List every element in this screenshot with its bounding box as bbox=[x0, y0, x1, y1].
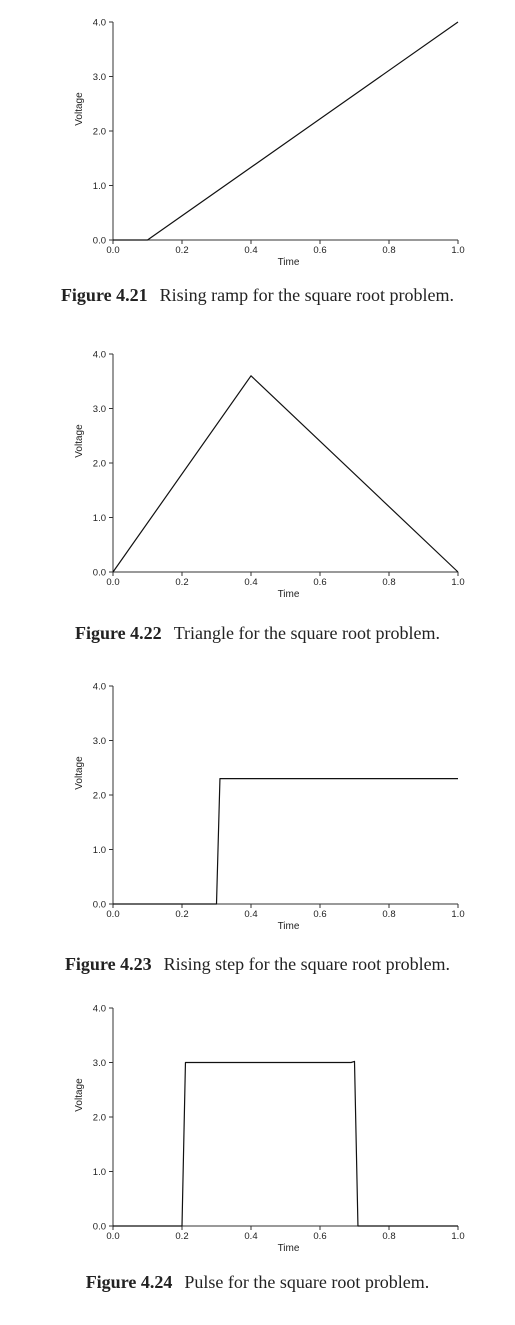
x-tick-label: 0.6 bbox=[313, 245, 326, 256]
x-tick-label: 1.0 bbox=[451, 909, 464, 920]
x-tick-label: 0.8 bbox=[382, 1231, 395, 1242]
caption-text: Triangle for the square root problem. bbox=[173, 623, 440, 643]
y-axis-label: Voltage bbox=[74, 1078, 85, 1112]
x-axis-label: Time bbox=[278, 1243, 300, 1254]
y-tick-label: 1.0 bbox=[93, 513, 106, 524]
y-tick-label: 4.0 bbox=[93, 1004, 106, 1015]
figure-caption: Figure 4.22 Triangle for the square root … bbox=[0, 623, 515, 644]
y-tick-label: 2.0 bbox=[93, 127, 106, 138]
voltage-series-line bbox=[113, 21, 459, 241]
y-tick-label: 3.0 bbox=[93, 736, 106, 747]
x-tick-label: 0.0 bbox=[106, 909, 119, 920]
y-tick-label: 4.0 bbox=[93, 18, 106, 29]
x-tick-label: 0.6 bbox=[313, 577, 326, 588]
x-tick-label: 1.0 bbox=[451, 245, 464, 256]
y-tick-label: 1.0 bbox=[93, 1167, 106, 1178]
pulse-chart: 0.0 1.0 2.0 3.0 4.0 0.0 0.2 0.4 0.6 0.8 1.0 Time Vol… bbox=[74, 1004, 465, 1255]
voltage-series-line bbox=[113, 778, 458, 905]
figure-4-21: 0.0 1.0 2.0 3.0 4.0 0.0 0.2 0.4 0.6 0.8 1.0 Time Vol… bbox=[0, 0, 515, 330]
x-tick-label: 0.4 bbox=[244, 909, 257, 920]
y-tick-label: 3.0 bbox=[93, 1058, 106, 1069]
figure-number: Figure 4.23 bbox=[64, 954, 152, 974]
voltage-series-line bbox=[113, 1060, 458, 1227]
x-tick-label: 0.6 bbox=[313, 909, 326, 920]
x-tick-label: 0.4 bbox=[244, 245, 257, 256]
caption-text: Rising step for the square root problem. bbox=[163, 954, 451, 974]
y-tick-label: 4.0 bbox=[93, 682, 106, 693]
x-axis-label: Time bbox=[278, 589, 300, 600]
x-tick-label: 0.4 bbox=[244, 577, 257, 588]
triangle-chart: 0.0 1.0 2.0 3.0 4.0 0.0 0.2 0.4 0.6 0.8 1.0 Time Vol… bbox=[74, 350, 465, 601]
x-tick-label: 1.0 bbox=[451, 577, 464, 588]
figure-4-22: 0.0 1.0 2.0 3.0 4.0 0.0 0.2 0.4 0.6 0.8 1.0 Time Vol… bbox=[0, 332, 515, 662]
x-tick-label: 1.0 bbox=[451, 1231, 464, 1242]
y-tick-label: 1.0 bbox=[93, 845, 106, 856]
figure-caption: Figure 4.23 Rising step for the square ro… bbox=[0, 954, 515, 975]
x-tick-label: 0.8 bbox=[382, 909, 395, 920]
figure-number: Figure 4.21 bbox=[60, 285, 148, 305]
y-axis-label: Voltage bbox=[74, 424, 85, 458]
figure-caption: Figure 4.21 Rising ramp for the square ro… bbox=[0, 285, 515, 306]
y-axis-label: Voltage bbox=[74, 756, 85, 790]
x-tick-label: 0.0 bbox=[106, 577, 119, 588]
figure-4-23: 0.0 1.0 2.0 3.0 4.0 0.0 0.2 0.4 0.6 0.8 1.0 Time Vol… bbox=[0, 664, 515, 994]
x-tick-label: 0.6 bbox=[313, 1231, 326, 1242]
figure-caption: Figure 4.24 Pulse for the square root pro… bbox=[0, 1272, 515, 1293]
y-tick-label: 3.0 bbox=[93, 404, 106, 415]
x-axis-label: Time bbox=[278, 921, 300, 932]
x-tick-label: 0.2 bbox=[175, 909, 188, 920]
x-tick-label: 0.0 bbox=[106, 245, 119, 256]
step-chart: 0.0 1.0 2.0 3.0 4.0 0.0 0.2 0.4 0.6 0.8 1.0 Time Vol… bbox=[74, 682, 465, 933]
x-tick-label: 0.2 bbox=[175, 245, 188, 256]
figure-number: Figure 4.22 bbox=[75, 623, 162, 643]
voltage-series-line bbox=[112, 375, 459, 573]
y-tick-label: 4.0 bbox=[93, 350, 106, 361]
caption-text: Rising ramp for the square root problem. bbox=[159, 285, 455, 305]
x-tick-label: 0.2 bbox=[175, 577, 188, 588]
caption-text: Pulse for the square root problem. bbox=[184, 1272, 430, 1292]
y-tick-label: 0.0 bbox=[93, 568, 106, 579]
y-tick-label: 2.0 bbox=[93, 1113, 106, 1124]
y-tick-label: 2.0 bbox=[93, 791, 106, 802]
y-tick-label: 0.0 bbox=[93, 900, 106, 911]
x-tick-label: 0.8 bbox=[382, 245, 395, 256]
y-tick-label: 3.0 bbox=[93, 72, 106, 83]
x-tick-label: 0.0 bbox=[106, 1231, 119, 1242]
y-tick-label: 0.0 bbox=[93, 236, 106, 247]
x-tick-label: 0.4 bbox=[244, 1231, 257, 1242]
y-tick-label: 1.0 bbox=[93, 181, 106, 192]
figure-number: Figure 4.24 bbox=[85, 1272, 173, 1292]
x-axis-label: Time bbox=[278, 257, 300, 268]
x-tick-label: 0.8 bbox=[382, 577, 395, 588]
y-axis-label: Voltage bbox=[74, 92, 85, 126]
y-tick-label: 0.0 bbox=[93, 1222, 106, 1233]
ramp-chart: 0.0 1.0 2.0 3.0 4.0 0.0 0.2 0.4 0.6 0.8 1.0 Time Vol… bbox=[74, 18, 465, 269]
y-tick-label: 2.0 bbox=[93, 459, 106, 470]
x-tick-label: 0.2 bbox=[175, 1231, 188, 1242]
figure-4-24: 0.0 1.0 2.0 3.0 4.0 0.0 0.2 0.4 0.6 0.8 1.0 Time Vol… bbox=[0, 986, 515, 1316]
